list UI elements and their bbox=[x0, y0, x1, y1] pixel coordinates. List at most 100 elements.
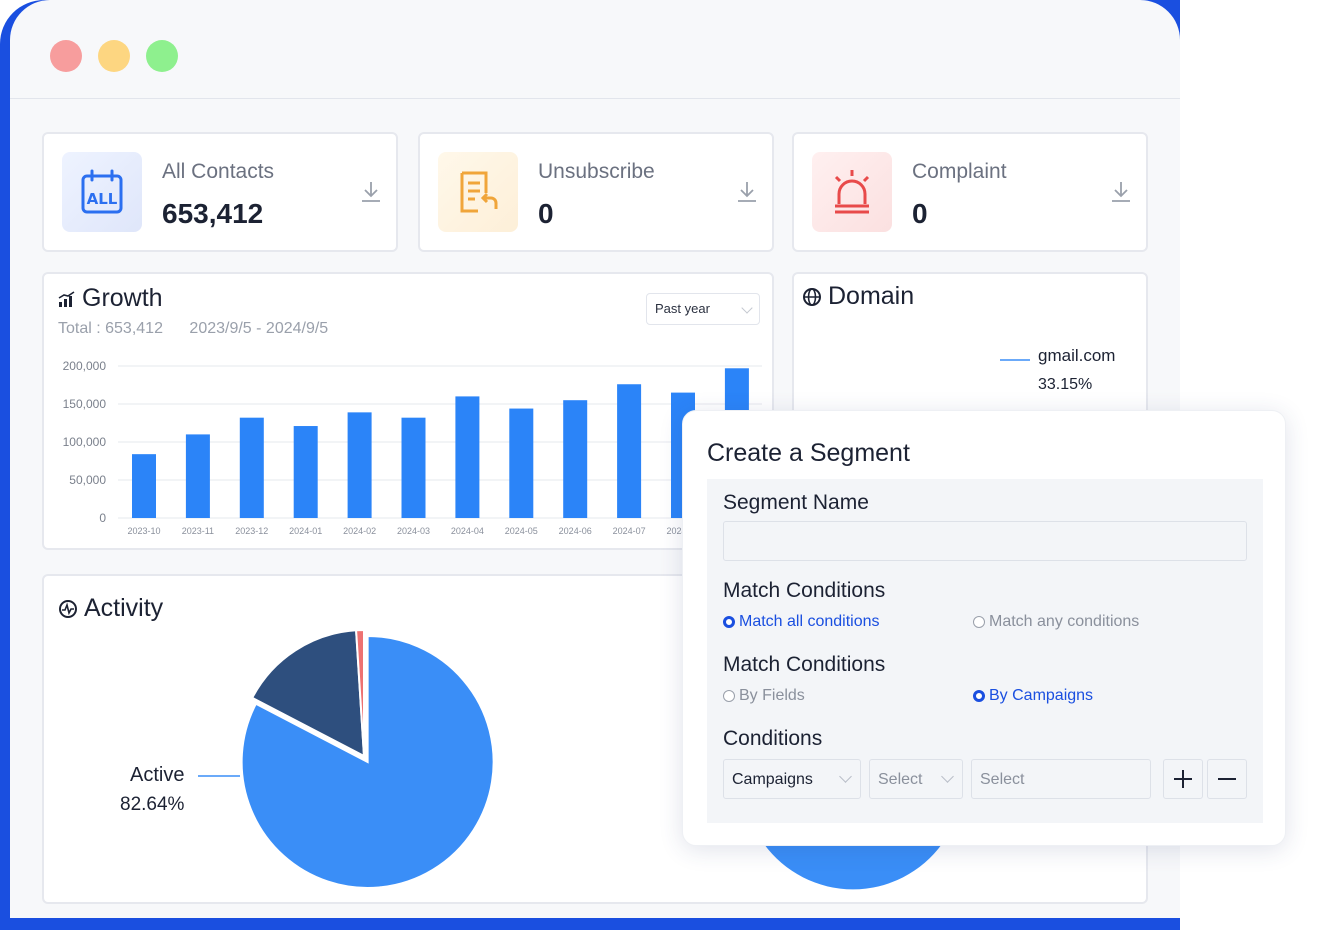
condition-operator-value: Select bbox=[878, 771, 923, 788]
add-condition-button[interactable] bbox=[1163, 759, 1203, 799]
x-tick-label: 2024-03 bbox=[397, 526, 430, 536]
x-tick-label: 2023-10 bbox=[127, 526, 160, 536]
segment-form: Segment Name Match Conditions Match all … bbox=[707, 479, 1263, 823]
download-icon[interactable] bbox=[360, 180, 382, 204]
growth-date-range: 2023/9/5 - 2024/9/5 bbox=[189, 320, 329, 337]
y-tick-label: 200,000 bbox=[63, 359, 107, 373]
growth-bar[interactable] bbox=[239, 417, 264, 518]
stat-card-complaint: Complaint 0 bbox=[792, 132, 1148, 252]
activity-title-text: Activity bbox=[84, 594, 164, 622]
alarm-siren-icon bbox=[812, 152, 892, 232]
growth-total: Total : 653,412 bbox=[58, 320, 163, 337]
x-tick-label: 2023-11 bbox=[182, 526, 214, 536]
activity-slice[interactable] bbox=[355, 628, 365, 757]
activity-legend-name: Active bbox=[130, 764, 185, 786]
growth-bar[interactable] bbox=[401, 417, 426, 518]
stat-value: 653,412 bbox=[162, 198, 264, 229]
radio-selected-icon bbox=[973, 690, 985, 702]
y-tick-label: 50,000 bbox=[69, 473, 106, 487]
stat-value: 0 bbox=[912, 198, 928, 229]
modal-title: Create a Segment bbox=[707, 439, 910, 467]
growth-title-text: Growth bbox=[82, 284, 163, 312]
secondary-pie-slice bbox=[764, 844, 942, 890]
growth-bar[interactable] bbox=[347, 412, 372, 518]
growth-bar[interactable] bbox=[185, 434, 210, 518]
x-tick-label: 2024-01 bbox=[289, 526, 322, 536]
x-tick-label: 2023-12 bbox=[235, 526, 268, 536]
match-all-label: Match all conditions bbox=[739, 613, 880, 630]
segment-name-label: Segment Name bbox=[723, 491, 869, 514]
activity-slice[interactable] bbox=[250, 629, 366, 758]
condition-value-value: Select bbox=[980, 771, 1025, 788]
maximize-window-button[interactable] bbox=[146, 40, 178, 72]
document-return-icon bbox=[438, 152, 518, 232]
x-tick-label: 2024-02 bbox=[343, 526, 376, 536]
match-all-radio[interactable]: Match all conditions bbox=[723, 613, 880, 631]
growth-bar[interactable] bbox=[455, 396, 480, 518]
plus-icon bbox=[1174, 770, 1192, 788]
globe-icon bbox=[803, 287, 821, 306]
bar-chart-icon bbox=[58, 290, 75, 307]
download-icon[interactable] bbox=[736, 180, 758, 204]
x-tick-label: 2024-06 bbox=[559, 526, 592, 536]
title-bar bbox=[10, 0, 1180, 99]
activity-pie-chart bbox=[198, 628, 942, 890]
condition-type-value: Campaigns bbox=[732, 771, 813, 788]
growth-subtitle: Total : 653,412 2023/9/5 - 2024/9/5 bbox=[58, 320, 350, 338]
download-icon[interactable] bbox=[1110, 180, 1132, 204]
condition-operator-select[interactable]: Select bbox=[869, 759, 963, 799]
chevron-down-icon bbox=[839, 770, 852, 783]
x-tick-label: 2024-05 bbox=[505, 526, 538, 536]
svg-text:ALL: ALL bbox=[87, 190, 118, 208]
stat-card-all-contacts: ALL All Contacts 653,412 bbox=[42, 132, 398, 252]
chevron-down-icon bbox=[941, 770, 954, 783]
growth-bar[interactable] bbox=[617, 384, 642, 518]
domain-legend-pct: 33.15% bbox=[1038, 376, 1093, 393]
radio-selected-icon bbox=[723, 616, 735, 628]
stat-label: Complaint bbox=[912, 160, 1007, 183]
stat-card-unsubscribe: Unsubscribe 0 bbox=[418, 132, 774, 252]
domain-donut-chart bbox=[1000, 359, 1030, 361]
radio-unselected-icon bbox=[973, 616, 985, 628]
condition-value-select[interactable]: Select bbox=[971, 759, 1151, 799]
match-conditions-label-2: Match Conditions bbox=[723, 653, 886, 676]
match-conditions-label: Match Conditions bbox=[723, 579, 886, 602]
growth-bar[interactable] bbox=[293, 426, 318, 518]
stat-label: Unsubscribe bbox=[538, 160, 655, 183]
by-campaigns-radio[interactable]: By Campaigns bbox=[973, 687, 1093, 705]
activity-legend-pct: 82.64% bbox=[120, 794, 185, 815]
growth-title: Growth bbox=[58, 284, 163, 313]
x-tick-label: 2024-07 bbox=[613, 526, 646, 536]
period-select-value: Past year bbox=[655, 301, 710, 316]
radio-unselected-icon bbox=[723, 690, 735, 702]
match-any-radio[interactable]: Match any conditions bbox=[973, 613, 1139, 631]
domain-legend-name: gmail.com bbox=[1038, 346, 1116, 365]
growth-bar[interactable] bbox=[509, 408, 534, 518]
y-tick-label: 0 bbox=[99, 511, 106, 525]
activity-slice[interactable] bbox=[240, 634, 495, 889]
calendar-all-icon: ALL bbox=[62, 152, 142, 232]
condition-type-select[interactable]: Campaigns bbox=[723, 759, 861, 799]
activity-title: Activity bbox=[58, 594, 163, 623]
period-select[interactable]: Past year bbox=[646, 293, 760, 325]
minimize-window-button[interactable] bbox=[98, 40, 130, 72]
domain-title: Domain bbox=[802, 282, 914, 311]
stat-label: All Contacts bbox=[162, 160, 275, 183]
pulse-icon bbox=[59, 599, 77, 618]
y-tick-label: 150,000 bbox=[63, 397, 107, 411]
by-fields-label: By Fields bbox=[739, 687, 805, 704]
growth-bar-chart: 0 50,000 100,000 150,000 200,000 2023-10 2023-… bbox=[63, 359, 762, 536]
match-any-label: Match any conditions bbox=[989, 613, 1140, 630]
by-fields-radio[interactable]: By Fields bbox=[723, 687, 805, 705]
create-segment-modal: Create a Segment Segment Name Match Cond… bbox=[682, 410, 1286, 846]
conditions-label: Conditions bbox=[723, 727, 823, 750]
minus-icon bbox=[1218, 778, 1236, 780]
y-tick-label: 100,000 bbox=[63, 435, 107, 449]
segment-name-input[interactable] bbox=[723, 521, 1247, 561]
growth-card: Growth Total : 653,412 2023/9/5 - 2024/9… bbox=[42, 272, 774, 550]
remove-condition-button[interactable] bbox=[1207, 759, 1247, 799]
domain-title-text: Domain bbox=[828, 282, 915, 310]
growth-bar[interactable] bbox=[132, 454, 156, 518]
close-window-button[interactable] bbox=[50, 40, 82, 72]
growth-bar[interactable] bbox=[563, 400, 588, 518]
